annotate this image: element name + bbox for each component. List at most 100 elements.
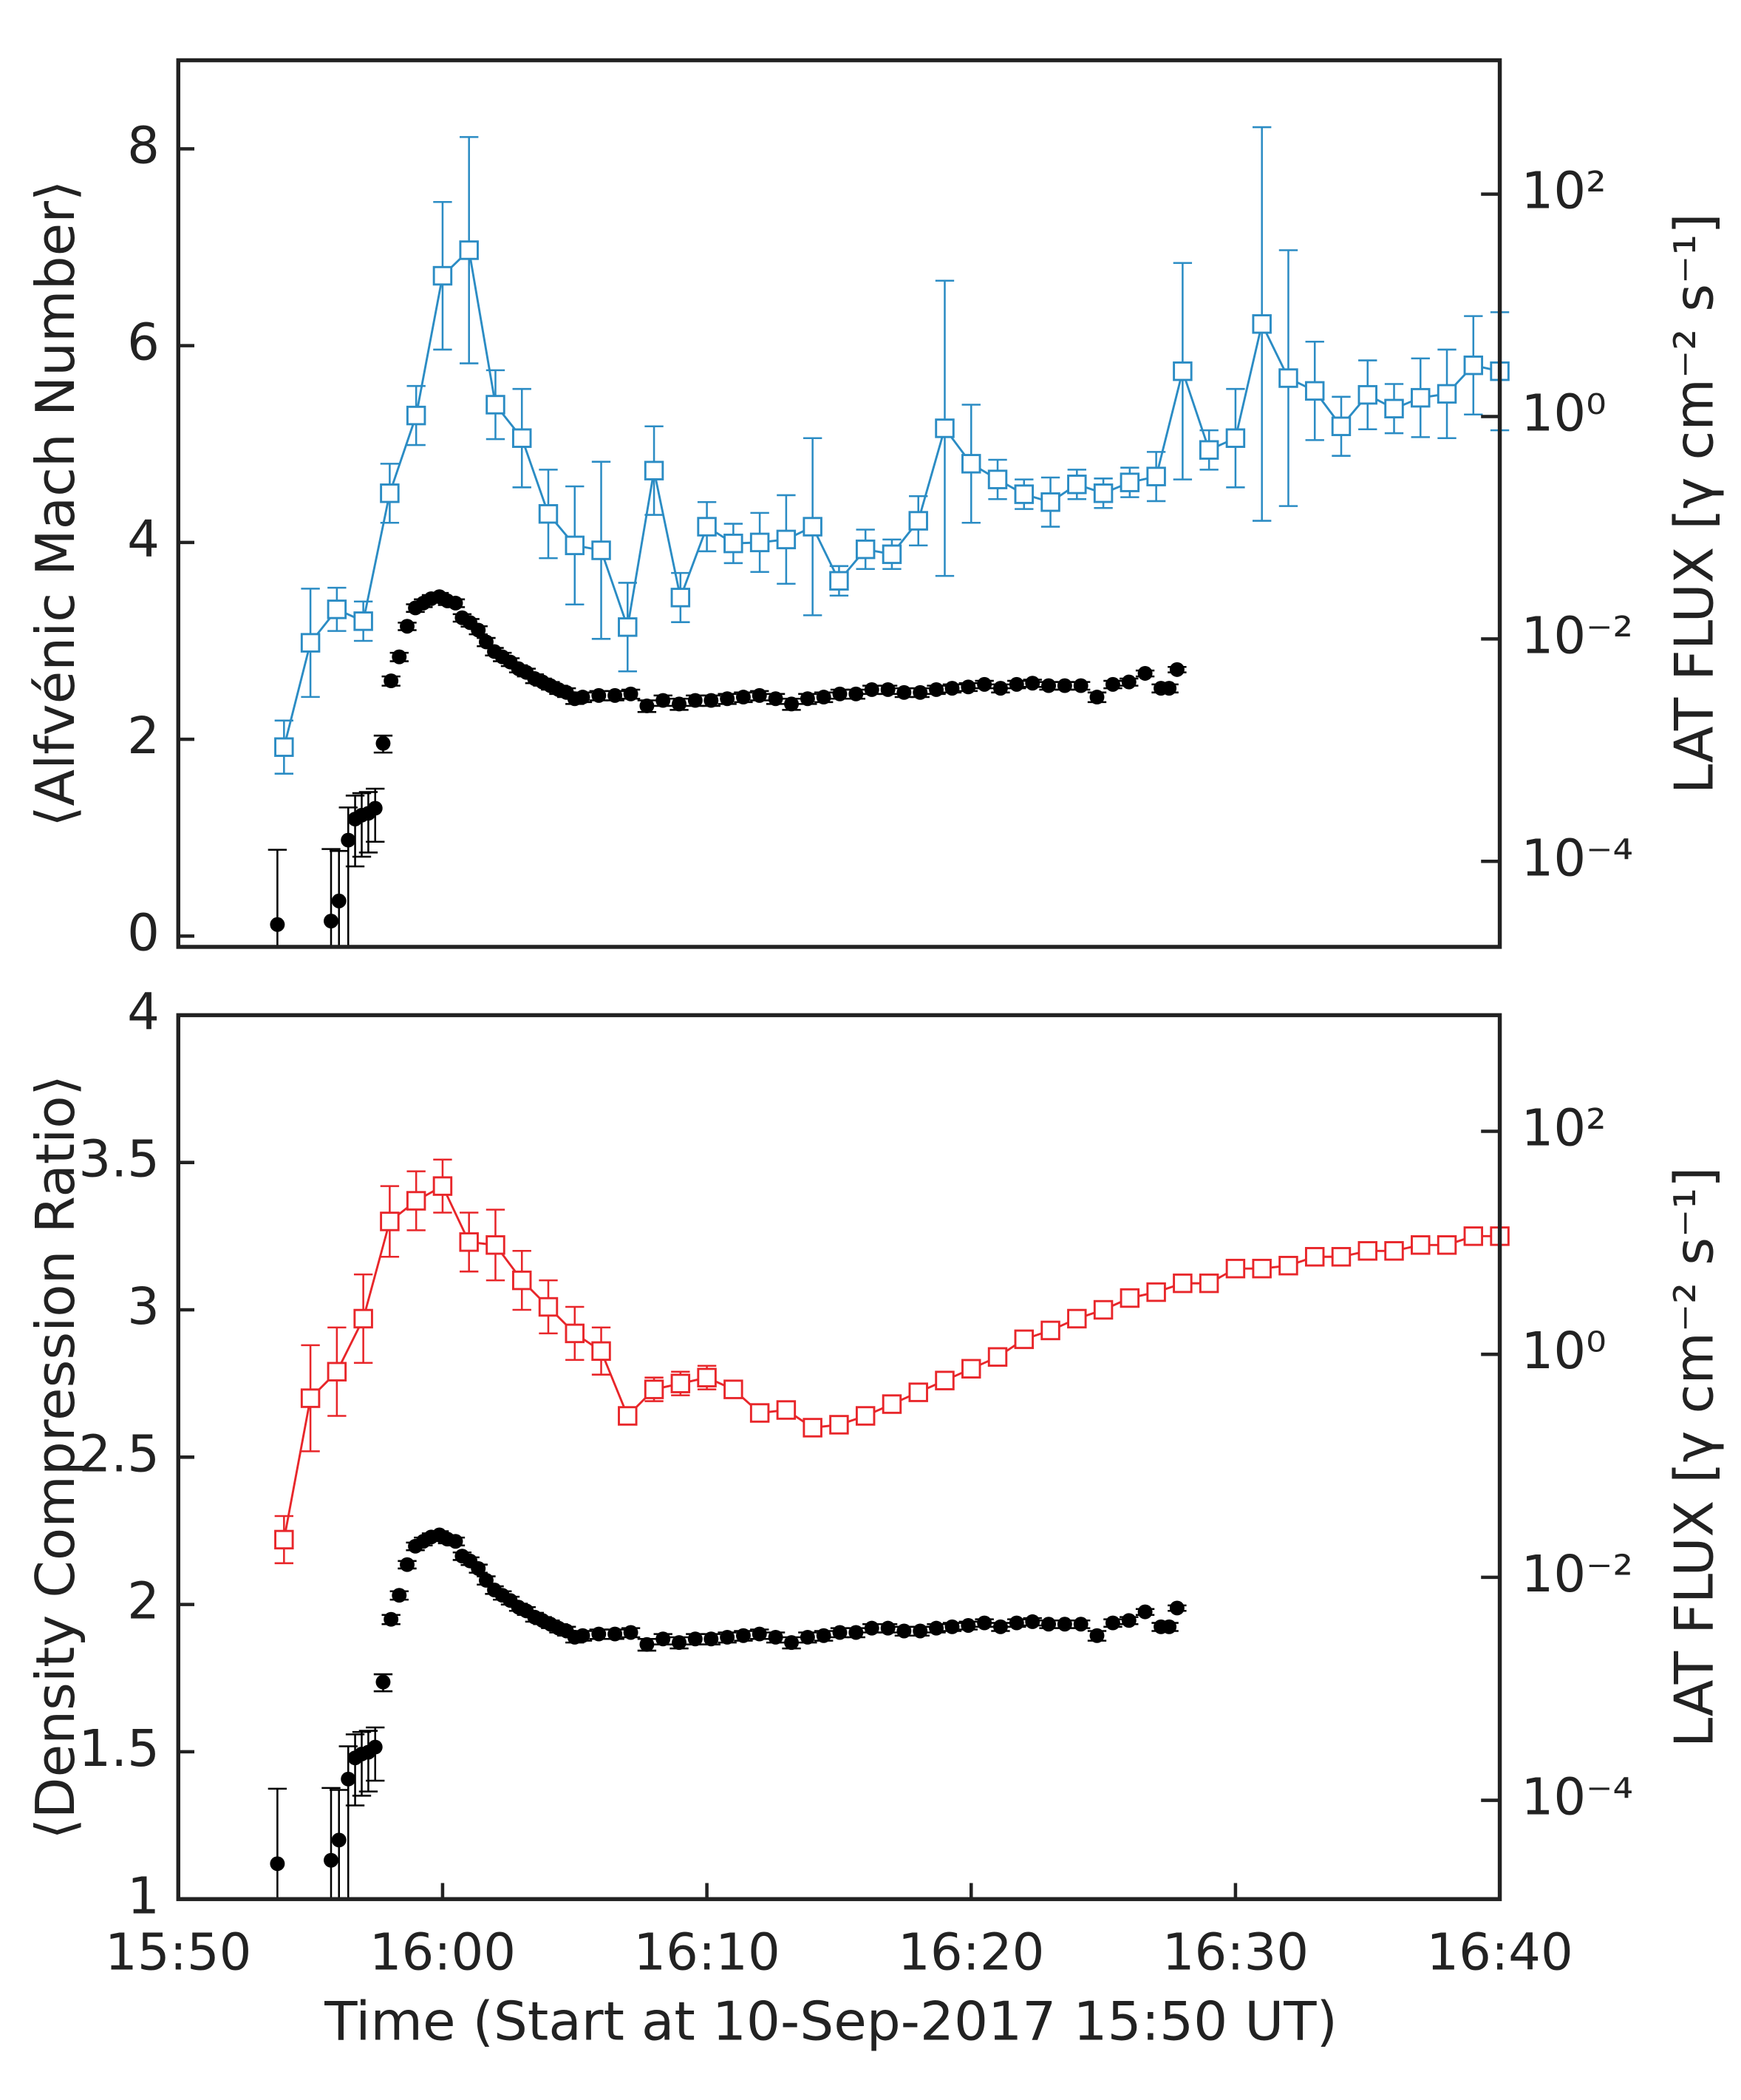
marker: [776, 1400, 797, 1420]
marker: [448, 595, 463, 611]
marker: [538, 1297, 559, 1317]
marker: [1120, 472, 1140, 492]
marker: [720, 1629, 735, 1645]
marker: [324, 1852, 338, 1868]
marker: [639, 1637, 655, 1652]
marker: [908, 1382, 928, 1402]
marker: [749, 1403, 770, 1423]
marker: [687, 693, 703, 708]
marker: [478, 634, 494, 650]
error-bar: [330, 849, 349, 947]
marker: [1121, 1613, 1137, 1628]
y2-tick-label: 10⁰: [1522, 384, 1607, 444]
marker: [768, 1629, 783, 1645]
marker: [749, 532, 770, 553]
marker: [1357, 1241, 1377, 1261]
marker: [987, 469, 1008, 489]
marker: [935, 418, 955, 438]
marker: [1040, 1320, 1060, 1341]
y-tick-label: 2.5: [78, 1424, 160, 1484]
marker: [1278, 368, 1298, 388]
x-tick-label: 16:20: [898, 1923, 1044, 1982]
marker: [1384, 398, 1404, 419]
marker: [848, 686, 864, 701]
marker: [1041, 678, 1057, 693]
marker: [832, 686, 848, 701]
marker: [929, 682, 944, 697]
marker: [1304, 381, 1325, 401]
marker: [655, 1631, 671, 1647]
marker: [1009, 676, 1024, 692]
marker: [623, 1625, 638, 1640]
marker: [392, 1588, 407, 1603]
marker: [341, 1771, 356, 1787]
marker: [380, 1212, 400, 1231]
y-tick-label: 0: [127, 903, 160, 962]
x-axis-label: Time (Start at 10-Sep-2017 15:50 UT): [324, 1991, 1338, 2053]
marker: [644, 461, 664, 480]
marker: [882, 544, 902, 565]
error-bar: [268, 849, 287, 947]
marker: [565, 535, 585, 556]
marker: [1225, 1258, 1246, 1279]
marker: [459, 1232, 479, 1252]
plot-frame: [176, 58, 1502, 949]
marker: [697, 517, 717, 537]
marker: [1025, 1614, 1040, 1629]
marker: [448, 1534, 463, 1549]
marker: [672, 696, 687, 712]
marker: [735, 690, 751, 704]
marker: [1199, 440, 1219, 460]
marker: [270, 917, 285, 932]
marker: [485, 395, 505, 415]
marker: [803, 517, 822, 537]
marker: [1137, 1604, 1153, 1620]
marker: [1057, 678, 1072, 693]
marker: [367, 801, 383, 816]
y2-tick-label: 10⁻²: [1522, 1545, 1634, 1604]
marker: [432, 1176, 453, 1196]
marker: [670, 588, 691, 608]
marker: [1073, 678, 1088, 693]
marker: [538, 504, 559, 524]
marker: [644, 1379, 664, 1399]
marker: [384, 1611, 399, 1627]
plot-frame: [176, 1013, 1502, 1901]
y-axis-label: ⟨Alfvénic Mach Number⟩: [25, 180, 87, 827]
marker: [512, 1270, 532, 1291]
marker: [1278, 1255, 1298, 1276]
marker: [1105, 1615, 1120, 1631]
marker: [300, 633, 321, 653]
marker: [672, 1635, 687, 1651]
marker: [459, 240, 479, 260]
y-tick-label: 1.5: [78, 1719, 160, 1778]
marker: [752, 687, 767, 703]
marker: [1199, 1273, 1219, 1294]
marker: [1067, 1308, 1087, 1329]
y2-tick-label: 10²: [1522, 162, 1607, 221]
marker: [832, 1625, 848, 1640]
marker: [655, 693, 671, 708]
marker: [992, 681, 1008, 696]
marker: [618, 1406, 638, 1426]
marker: [929, 1620, 944, 1636]
marker: [300, 1388, 321, 1408]
y2-axis-label: LAT FLUX [γ cm⁻² s⁻¹]: [1664, 1166, 1726, 1747]
marker: [703, 1631, 719, 1647]
marker: [800, 1629, 815, 1645]
marker: [400, 619, 415, 634]
marker: [723, 533, 743, 554]
y-tick-label: 3.5: [78, 1130, 160, 1189]
marker: [575, 1628, 590, 1643]
marker: [768, 691, 783, 707]
marker: [784, 696, 800, 712]
marker: [880, 1620, 896, 1636]
marker: [1025, 676, 1040, 691]
marker: [720, 691, 735, 707]
marker: [327, 599, 347, 619]
marker: [1331, 416, 1352, 436]
y-tick-label: 1: [127, 1866, 160, 1926]
marker: [864, 1620, 879, 1636]
marker: [784, 1635, 800, 1651]
